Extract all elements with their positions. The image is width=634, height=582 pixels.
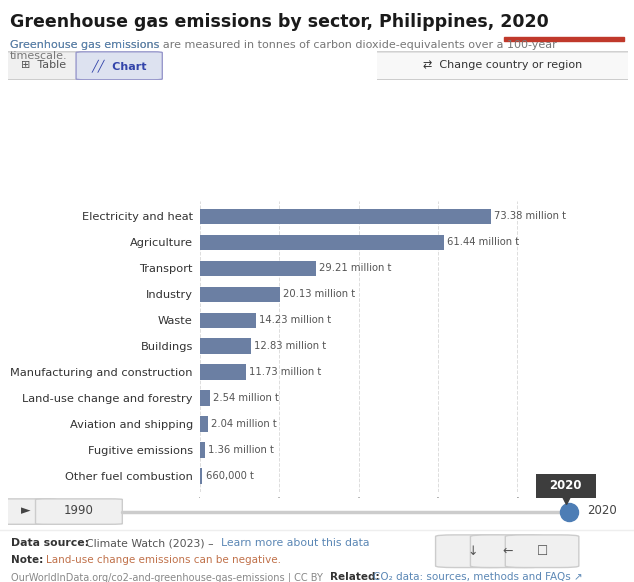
Text: 14.23 million t: 14.23 million t — [259, 315, 332, 325]
Bar — [200, 261, 316, 276]
Text: ☐: ☐ — [536, 545, 548, 558]
Text: Greenhouse gas emissions are measured in tonnes of carbon dioxide-equivalents ov: Greenhouse gas emissions are measured in… — [10, 40, 556, 61]
Text: Greenhouse gas emissions: Greenhouse gas emissions — [10, 40, 159, 49]
FancyBboxPatch shape — [0, 499, 56, 524]
Bar — [200, 469, 202, 484]
Text: 29.21 million t: 29.21 million t — [319, 263, 391, 274]
Text: 1.36 million t: 1.36 million t — [209, 445, 274, 455]
Text: ↓: ↓ — [467, 545, 477, 558]
Text: Land-use change emissions can be negative.: Land-use change emissions can be negativ… — [46, 555, 281, 565]
Text: ←: ← — [502, 545, 512, 558]
Text: 2.04 million t: 2.04 million t — [211, 419, 276, 430]
Text: OurWorldInData.org/co2-and-greenhouse-gas-emissions | CC BY: OurWorldInData.org/co2-and-greenhouse-ga… — [11, 572, 323, 582]
Text: 73.38 million t: 73.38 million t — [495, 211, 566, 221]
Bar — [504, 37, 624, 41]
FancyBboxPatch shape — [76, 52, 162, 80]
Bar — [200, 442, 205, 458]
Bar — [200, 313, 256, 328]
Text: 12.83 million t: 12.83 million t — [254, 341, 326, 352]
Text: Greenhouse gas emissions by sector, Philippines, 2020: Greenhouse gas emissions by sector, Phil… — [10, 13, 548, 31]
Bar — [200, 286, 280, 302]
Bar — [200, 339, 250, 354]
Text: 1990: 1990 — [64, 505, 94, 517]
Text: 2020: 2020 — [587, 505, 617, 517]
Text: Note:: Note: — [11, 555, 44, 565]
Text: 2.54 million t: 2.54 million t — [213, 393, 279, 403]
FancyBboxPatch shape — [436, 535, 509, 567]
Text: ⊞  Table: ⊞ Table — [20, 60, 66, 70]
Text: 2020: 2020 — [550, 479, 582, 492]
FancyBboxPatch shape — [370, 52, 634, 80]
Text: ⇄  Change country or region: ⇄ Change country or region — [423, 60, 582, 70]
Text: CO₂ data: sources, methods and FAQs ↗: CO₂ data: sources, methods and FAQs ↗ — [373, 572, 583, 582]
Text: ╱╱  Chart: ╱╱ Chart — [91, 59, 147, 72]
Bar — [200, 208, 491, 224]
Text: Related:: Related: — [330, 572, 379, 582]
Text: Climate Watch (2023) –: Climate Watch (2023) – — [86, 538, 217, 548]
Text: 20.13 million t: 20.13 million t — [283, 289, 355, 299]
Text: 61.44 million t: 61.44 million t — [447, 237, 519, 247]
FancyBboxPatch shape — [36, 499, 122, 524]
Bar — [200, 364, 246, 380]
Text: 660,000 t: 660,000 t — [205, 471, 254, 481]
Text: ►: ► — [21, 505, 30, 517]
Bar — [200, 235, 444, 250]
Text: 11.73 million t: 11.73 million t — [249, 367, 321, 377]
Bar — [200, 391, 210, 406]
FancyBboxPatch shape — [505, 535, 579, 567]
Text: Our World: Our World — [534, 9, 594, 19]
Bar — [200, 417, 208, 432]
FancyBboxPatch shape — [531, 473, 601, 499]
Text: Learn more about this data: Learn more about this data — [221, 538, 369, 548]
FancyBboxPatch shape — [0, 52, 86, 80]
Text: Data source:: Data source: — [11, 538, 89, 548]
FancyBboxPatch shape — [470, 535, 544, 567]
Text: in Data: in Data — [543, 24, 586, 34]
